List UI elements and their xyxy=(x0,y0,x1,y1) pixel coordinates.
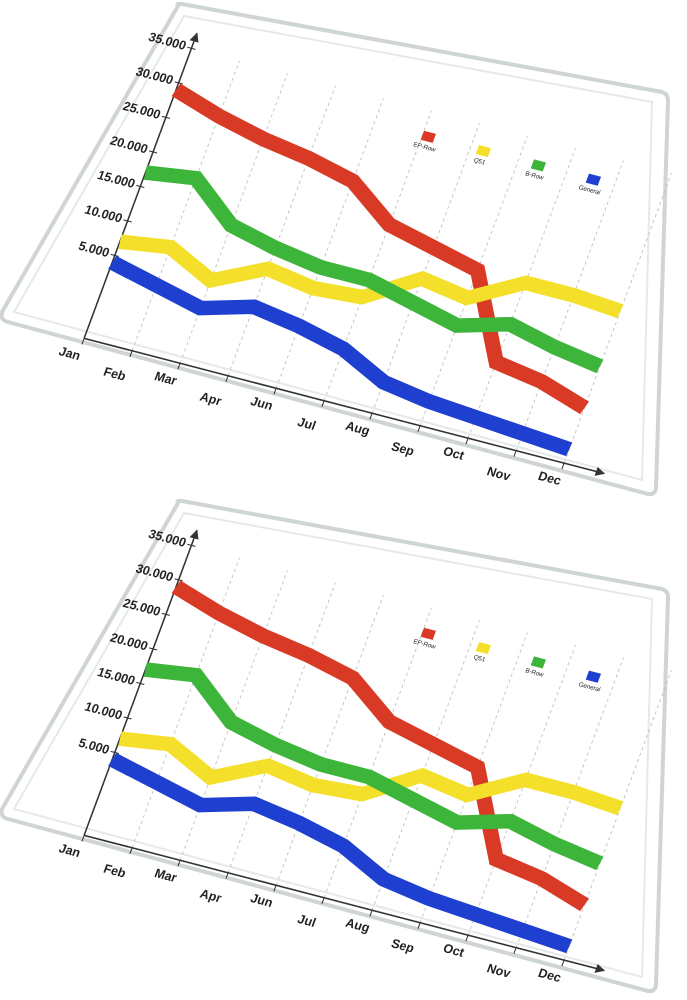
x-tick xyxy=(81,835,85,842)
grid-line xyxy=(515,657,624,948)
x-tick-label: Jan xyxy=(57,841,83,860)
x-tick-label: Mar xyxy=(153,369,179,388)
legend-swatch xyxy=(585,670,602,683)
legend-swatch xyxy=(530,656,547,669)
legend-swatch xyxy=(530,159,547,172)
y-tick xyxy=(187,46,196,50)
grid-line xyxy=(563,670,672,961)
x-tick xyxy=(129,350,133,357)
grid-line xyxy=(371,620,480,911)
x-tick-label: Apr xyxy=(198,390,224,409)
grid-line xyxy=(467,645,576,936)
x-tick xyxy=(177,860,181,867)
x-tick-label: Jun xyxy=(249,891,275,910)
x-tick-label: Aug xyxy=(344,916,372,935)
x-tick-label: Nov xyxy=(485,464,513,483)
grid-line xyxy=(515,160,624,451)
x-tick xyxy=(369,910,373,917)
series-line xyxy=(171,83,589,415)
x-tick xyxy=(369,413,373,420)
series-line xyxy=(108,255,573,457)
x-tick xyxy=(321,400,325,407)
grid-line xyxy=(227,582,336,873)
y-tick xyxy=(136,184,145,188)
series-line xyxy=(143,165,604,374)
grid-line xyxy=(275,98,384,389)
x-tick-label: Apr xyxy=(198,887,224,906)
x-tick xyxy=(417,425,421,432)
x-tick-label: Dec xyxy=(536,966,563,985)
x-tick-label: Sep xyxy=(389,936,416,955)
x-tick-label: Feb xyxy=(102,862,129,881)
x-tick xyxy=(465,438,469,445)
legend-swatch xyxy=(475,145,492,158)
x-tick xyxy=(273,885,277,892)
x-axis xyxy=(83,337,606,476)
y-axis xyxy=(83,32,199,339)
x-tick-label: Jul xyxy=(296,912,318,930)
x-tick xyxy=(321,897,325,904)
y-tick xyxy=(123,716,132,720)
x-tick xyxy=(465,935,469,942)
series-line xyxy=(118,731,624,816)
x-tick xyxy=(513,450,517,457)
legend-swatch xyxy=(420,130,437,143)
series-line xyxy=(143,662,604,871)
x-tick-label: Nov xyxy=(485,961,513,980)
y-tick xyxy=(161,612,171,616)
x-tick xyxy=(417,922,421,929)
x-tick xyxy=(129,847,133,854)
series-line xyxy=(171,580,589,912)
x-tick xyxy=(561,463,565,470)
x-tick xyxy=(81,338,85,345)
y-tick xyxy=(174,81,183,85)
legend-swatch xyxy=(585,173,602,186)
x-tick-label: Jun xyxy=(249,394,275,413)
grid-line xyxy=(275,595,384,886)
legend-label: B-Row xyxy=(524,667,545,678)
x-tick xyxy=(225,872,229,879)
grid-line xyxy=(371,123,480,414)
x-tick-label: Oct xyxy=(441,941,467,960)
legend-label: Q51 xyxy=(473,157,487,167)
y-tick xyxy=(148,150,158,154)
y-tick xyxy=(187,543,196,547)
y-tick xyxy=(110,750,119,755)
y-tick xyxy=(110,253,119,258)
x-tick xyxy=(513,947,517,954)
x-tick-label: Dec xyxy=(536,469,563,488)
grid-line xyxy=(563,173,672,464)
x-tick xyxy=(177,363,181,370)
x-tick-label: Aug xyxy=(344,419,372,438)
grid-line xyxy=(227,85,336,376)
x-axis xyxy=(83,834,606,973)
x-tick xyxy=(561,960,565,967)
series-line xyxy=(108,752,573,954)
x-tick-label: Jul xyxy=(296,415,318,433)
x-tick xyxy=(273,388,277,395)
series-line xyxy=(118,234,624,319)
x-tick-label: Oct xyxy=(441,444,467,463)
y-tick xyxy=(161,115,171,119)
x-tick-label: Sep xyxy=(389,439,416,458)
y-axis xyxy=(83,529,199,836)
legend-swatch xyxy=(475,642,492,655)
legend-swatch xyxy=(420,627,437,640)
grid-line xyxy=(467,148,576,439)
x-tick-label: Feb xyxy=(102,365,129,384)
y-tick xyxy=(174,578,183,582)
y-tick xyxy=(123,219,132,223)
y-tick xyxy=(136,681,145,685)
x-tick-label: Jan xyxy=(57,344,83,363)
x-tick xyxy=(225,375,229,382)
y-tick xyxy=(148,647,158,651)
x-tick-label: Mar xyxy=(153,866,179,885)
legend-label: B-Row xyxy=(524,170,545,181)
legend-label: Q51 xyxy=(473,654,487,664)
